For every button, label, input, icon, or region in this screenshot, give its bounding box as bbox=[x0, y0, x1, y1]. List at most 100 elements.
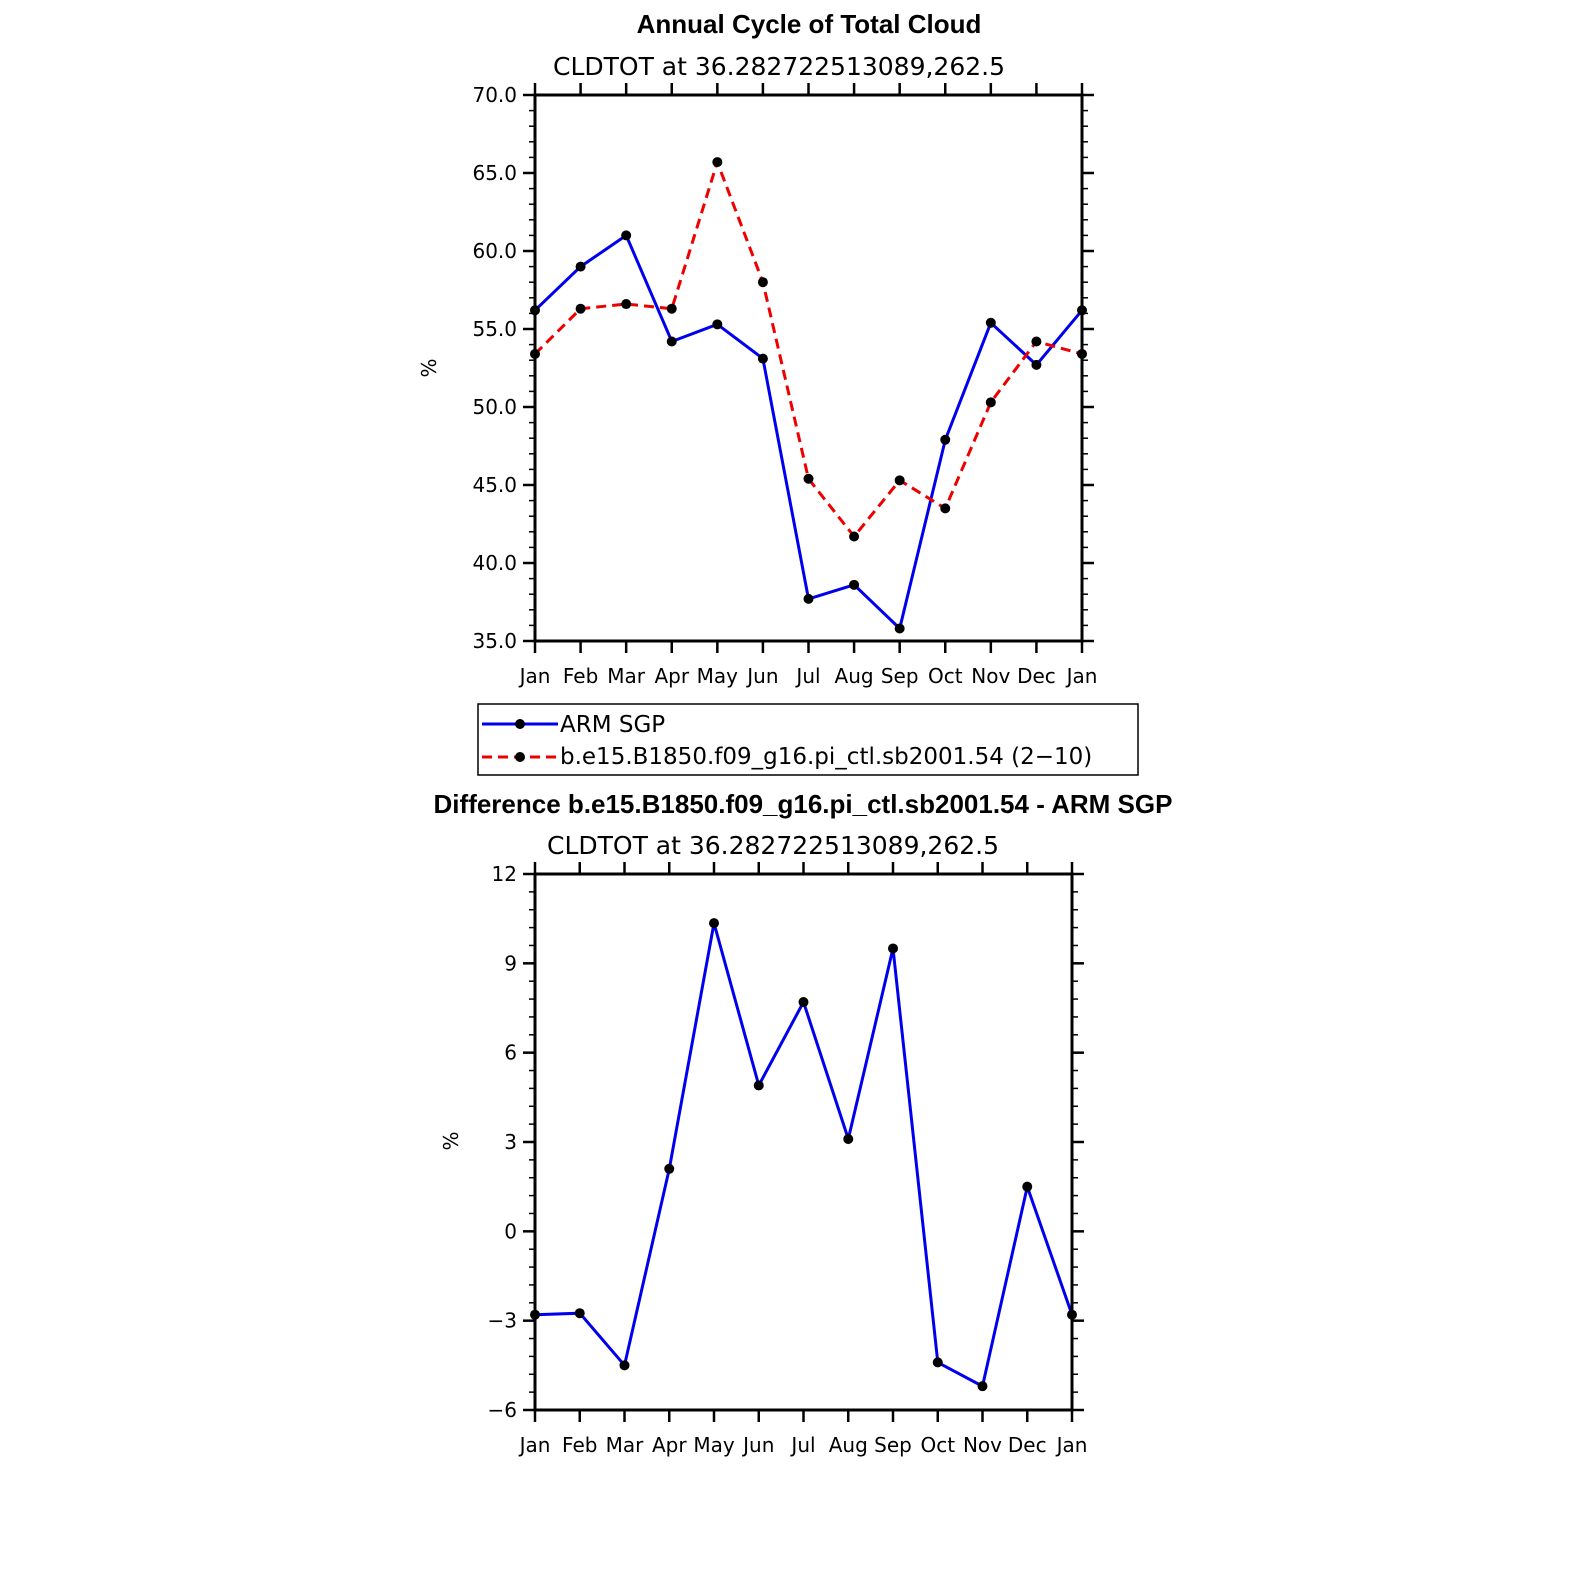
y-axis-label: % bbox=[439, 1131, 463, 1150]
data-point-0 bbox=[932, 1357, 943, 1368]
data-point-1 bbox=[712, 157, 723, 168]
x-tick-label: Mar bbox=[607, 664, 646, 688]
data-point-0 bbox=[666, 336, 677, 347]
data-point-1 bbox=[666, 303, 677, 314]
x-tick-label: Mar bbox=[606, 1433, 645, 1457]
series-lines bbox=[530, 918, 1077, 1392]
y-tick-label: 65.0 bbox=[472, 161, 517, 185]
x-tick-label: Sep bbox=[874, 1433, 912, 1457]
data-point-0 bbox=[843, 1134, 854, 1145]
series-lines bbox=[530, 157, 1087, 634]
x-tick-label: Apr bbox=[654, 664, 689, 688]
data-point-0 bbox=[664, 1163, 675, 1174]
y-tick-label: −3 bbox=[488, 1309, 517, 1333]
data-point-0 bbox=[894, 623, 905, 634]
data-point-0 bbox=[709, 918, 719, 929]
x-tick-label: Sep bbox=[881, 664, 919, 688]
x-tick-label: Jan bbox=[1055, 1433, 1088, 1457]
x-tick-label: Apr bbox=[652, 1433, 687, 1457]
x-tick-label: Dec bbox=[1008, 1433, 1047, 1457]
y-tick-label: 70.0 bbox=[472, 83, 517, 107]
data-point-0 bbox=[985, 317, 996, 328]
data-point-0 bbox=[1031, 359, 1042, 370]
x-tick-label: Feb bbox=[562, 1433, 597, 1457]
x-tick-labels: Jan Feb Mar Apr May Jun Jul Aug Sep Oct Nov Dec Jan bbox=[518, 664, 1098, 688]
data-point-0 bbox=[977, 1381, 988, 1392]
data-point-1 bbox=[940, 503, 951, 514]
data-point-0 bbox=[619, 1360, 630, 1371]
plot-frame bbox=[533, 93, 1084, 643]
data-point-0 bbox=[712, 319, 723, 330]
data-point-0 bbox=[798, 997, 809, 1008]
data-point-1 bbox=[985, 397, 996, 408]
data-point-1 bbox=[803, 473, 814, 484]
y-tick-label: 9 bbox=[504, 951, 517, 975]
x-tick-label: Jun bbox=[741, 1433, 774, 1457]
data-point-1 bbox=[1031, 336, 1042, 347]
chart-title: Annual Cycle of Total Cloud bbox=[637, 9, 982, 39]
y-tick-labels: −6 −3 0 3 6 9 12 bbox=[488, 862, 517, 1422]
x-tick-label: Aug bbox=[829, 1433, 868, 1457]
legend-entry-obs: ARM SGP bbox=[560, 712, 665, 738]
y-tick-label: 50.0 bbox=[472, 395, 517, 419]
data-point-0 bbox=[621, 230, 632, 241]
series-line-0 bbox=[533, 233, 1084, 632]
x-tick-label: Nov bbox=[963, 1433, 1002, 1457]
x-tick-label: Jan bbox=[518, 664, 551, 688]
x-tick-label: Jan bbox=[1065, 664, 1098, 688]
data-point-1 bbox=[894, 475, 905, 486]
legend-marker-model bbox=[515, 752, 525, 762]
chart-title: Difference b.e15.B1850.f09_g16.pi_ctl.sb… bbox=[434, 789, 1173, 819]
axis-ticks bbox=[523, 83, 1094, 653]
legend-frame bbox=[477, 703, 1139, 776]
plot-frame bbox=[533, 872, 1074, 1412]
x-tick-label: Aug bbox=[835, 664, 874, 688]
axis-ticks bbox=[523, 862, 1084, 1422]
y-tick-label: 55.0 bbox=[472, 317, 517, 341]
data-point-0 bbox=[575, 261, 586, 272]
data-point-0 bbox=[803, 593, 814, 604]
data-point-0 bbox=[849, 579, 860, 590]
y-tick-label: 60.0 bbox=[472, 239, 517, 263]
x-tick-label: Jul bbox=[794, 664, 820, 688]
y-tick-label: −6 bbox=[488, 1398, 517, 1422]
x-tick-label: Nov bbox=[971, 664, 1010, 688]
x-tick-label: Jul bbox=[789, 1433, 815, 1457]
chart-subtitle: CLDTOT at 36.282722513089,262.5 bbox=[553, 52, 1005, 81]
data-point-0 bbox=[1022, 1181, 1033, 1192]
x-tick-labels: Jan Feb Mar Apr May Jun Jul Aug Sep Oct Nov Dec Jan bbox=[518, 1433, 1088, 1457]
y-tick-label: 12 bbox=[492, 862, 517, 886]
y-tick-labels: 35.0 40.0 45.0 50.0 55.0 60.0 65.0 70.0 bbox=[472, 83, 517, 653]
data-point-0 bbox=[888, 943, 898, 954]
data-point-1 bbox=[757, 277, 768, 288]
difference-chart: Difference b.e15.B1850.f09_g16.pi_ctl.sb… bbox=[434, 789, 1173, 1457]
legend-marker-obs bbox=[515, 719, 525, 729]
x-tick-label: May bbox=[693, 1433, 735, 1457]
legend: ARM SGP b.e15.B1850.f09_g16.pi_ctl.sb200… bbox=[477, 703, 1139, 776]
y-tick-label: 6 bbox=[504, 1041, 517, 1065]
data-point-0 bbox=[940, 434, 951, 445]
x-tick-label: Oct bbox=[928, 664, 963, 688]
series-line-0 bbox=[534, 922, 1074, 1389]
y-axis-label: % bbox=[417, 358, 441, 377]
y-tick-label: 3 bbox=[504, 1130, 517, 1154]
data-point-1 bbox=[621, 299, 632, 310]
data-point-0 bbox=[753, 1080, 764, 1091]
data-point-0 bbox=[757, 353, 768, 364]
y-tick-label: 0 bbox=[504, 1219, 517, 1243]
y-tick-label: 40.0 bbox=[472, 551, 517, 575]
y-tick-label: 45.0 bbox=[472, 473, 517, 497]
legend-entry-model: b.e15.B1850.f09_g16.pi_ctl.sb2001.54 (2−… bbox=[560, 744, 1092, 770]
x-tick-label: Jan bbox=[518, 1433, 551, 1457]
x-tick-label: May bbox=[697, 664, 739, 688]
chart-subtitle: CLDTOT at 36.282722513089,262.5 bbox=[547, 831, 999, 860]
x-tick-label: Dec bbox=[1017, 664, 1056, 688]
x-tick-label: Jun bbox=[745, 664, 778, 688]
y-tick-label: 35.0 bbox=[472, 629, 517, 653]
annual-cycle-chart: Annual Cycle of Total Cloud CLDTOT at 36… bbox=[417, 9, 1097, 688]
data-point-1 bbox=[849, 531, 860, 542]
x-tick-label: Feb bbox=[563, 664, 598, 688]
data-point-0 bbox=[574, 1308, 585, 1319]
x-tick-label: Oct bbox=[920, 1433, 955, 1457]
